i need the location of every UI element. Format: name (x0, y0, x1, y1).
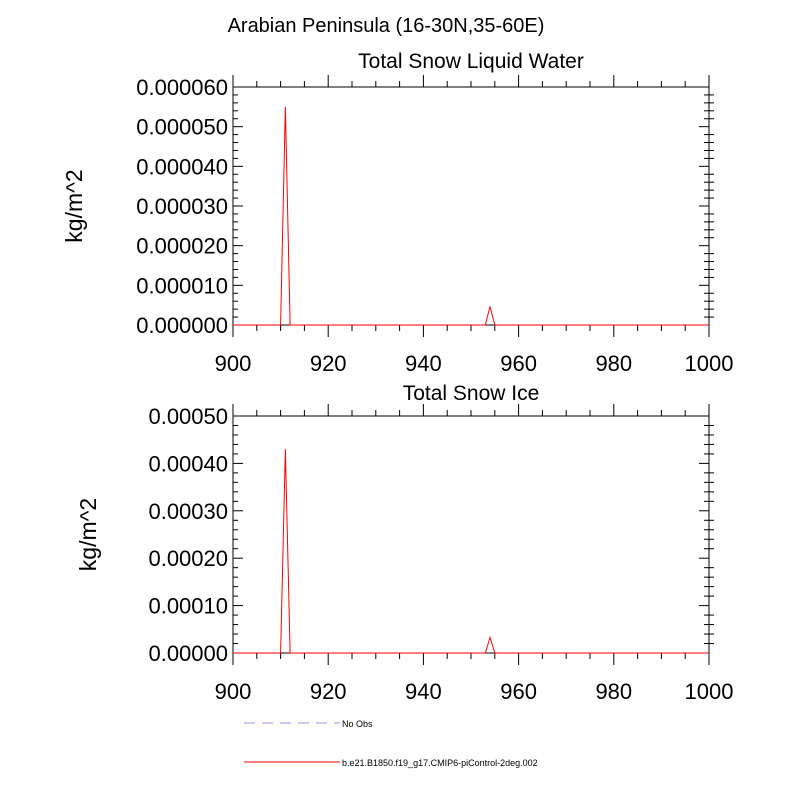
x-tick-label: 900 (215, 679, 252, 704)
x-tick-label: 1000 (685, 351, 734, 376)
y-tick-label: 0.00040 (148, 451, 228, 476)
chart-title: Total Snow Ice (403, 382, 540, 405)
x-tick-label: 900 (215, 351, 252, 376)
y-tick-label: 0.000060 (136, 75, 228, 100)
x-tick-label: 1000 (685, 679, 734, 704)
x-tick-label: 920 (310, 679, 347, 704)
legend-no-obs-label: No Obs (342, 719, 373, 729)
y-tick-label: 0.00030 (148, 499, 228, 524)
panel-snow-liquid-water: Total Snow Liquid Water kg/m^2 900 920 940 96… (61, 50, 733, 376)
plot-frame (232, 86, 710, 326)
x-tick-label: 940 (405, 679, 442, 704)
y-tick-label: 0.00010 (148, 594, 228, 619)
y-axis-label: kg/m^2 (61, 169, 87, 242)
y-tick-label: 0.00020 (148, 546, 228, 571)
y-tick-label: 0.00050 (148, 404, 228, 429)
legend-model-label: b.e21.B1850.f19_g17.CMIP6-piControl-2deg… (342, 758, 538, 768)
x-tick-label: 980 (595, 351, 632, 376)
y-tick-label: 0.000050 (136, 115, 228, 140)
y-tick-label: 0.000020 (136, 234, 228, 259)
y-tick-label: 0.000000 (136, 313, 228, 338)
plot-frame (232, 415, 710, 654)
figure-title: Arabian Peninsula (16-30N,35-60E) (228, 15, 545, 37)
y-tick-label: 0.000040 (136, 154, 228, 179)
y-tick-label: 0.000010 (136, 273, 228, 298)
y-axis-label: kg/m^2 (75, 498, 101, 571)
x-tick-label: 920 (310, 351, 347, 376)
x-tick-label: 960 (500, 351, 537, 376)
y-tick-label: 0.00000 (148, 641, 228, 666)
series-line (233, 106, 709, 326)
x-tick-label: 960 (500, 679, 537, 704)
panel-snow-ice: Total Snow Ice kg/m^2 900 920 940 960 980 1000 0… (75, 382, 733, 704)
x-tick-label: 940 (405, 351, 442, 376)
legend: No Obs b.e21.B1850.f19_g17.CMIP6-piContr… (244, 719, 538, 768)
chart-title: Total Snow Liquid Water (358, 50, 584, 73)
y-tick-label: 0.000030 (136, 194, 228, 219)
x-tick-label: 980 (595, 679, 632, 704)
series-line (233, 449, 709, 654)
